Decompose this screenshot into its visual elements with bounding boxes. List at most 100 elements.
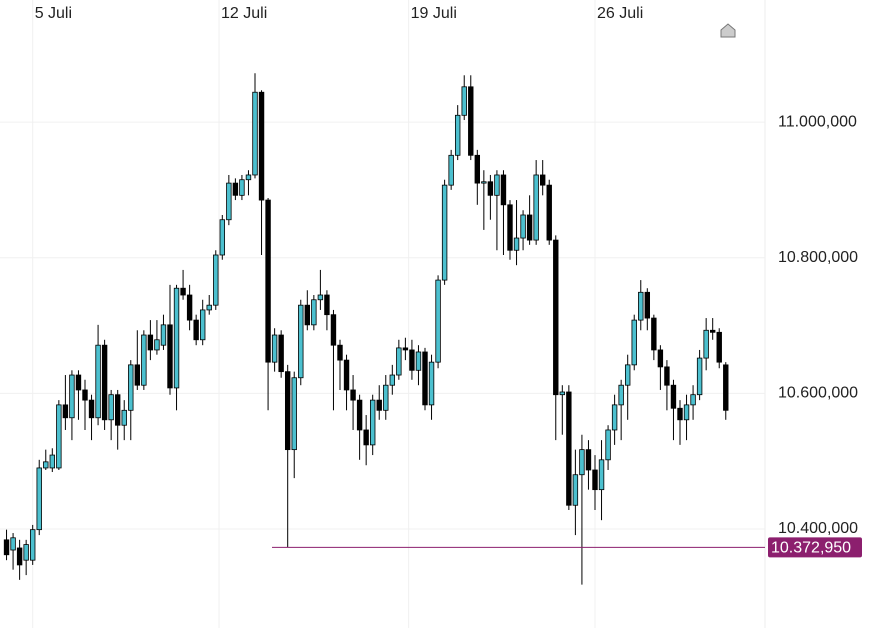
candle-body <box>369 399 376 446</box>
candle-body <box>677 407 683 421</box>
x-tick-label: 26 Juli <box>597 5 643 22</box>
candle-body <box>723 364 729 411</box>
candle-body <box>356 399 363 431</box>
candle-body <box>141 334 147 386</box>
y-tick-label: 10.400,000 <box>778 520 858 537</box>
candle-body <box>546 184 552 241</box>
candle-body <box>376 399 382 411</box>
candle-body <box>474 154 481 184</box>
candle-body <box>252 91 258 176</box>
candle-body <box>644 291 651 319</box>
candle-body <box>49 454 56 469</box>
candle-body <box>134 364 141 386</box>
candle-body <box>291 377 297 451</box>
candle-body <box>703 329 709 359</box>
candle-body <box>448 154 454 186</box>
x-tick-label: 5 Juli <box>35 5 72 22</box>
candle-body <box>82 389 88 401</box>
candle-body <box>173 287 180 389</box>
candle-body <box>180 287 186 296</box>
candle-body <box>36 467 42 531</box>
candle-body <box>572 474 579 506</box>
candle-body <box>539 174 546 186</box>
candle-body <box>62 404 69 419</box>
candle-body <box>487 181 494 196</box>
candle-body <box>526 214 533 241</box>
candle-body <box>147 334 154 351</box>
home-icon[interactable] <box>720 23 736 38</box>
candle-body <box>441 184 448 281</box>
price-label-box <box>768 537 862 558</box>
candle-body <box>278 334 284 373</box>
candle-body <box>271 334 278 363</box>
candle-body <box>553 239 559 396</box>
candle-body <box>696 357 703 396</box>
candle-body <box>605 429 611 461</box>
candle-body <box>716 331 722 363</box>
candle-body <box>324 294 330 316</box>
candle-body <box>311 299 317 326</box>
candle-body <box>284 371 291 451</box>
candle-body <box>330 314 337 346</box>
candle-body <box>409 349 415 371</box>
candle-body <box>226 182 232 221</box>
candle-body <box>343 359 350 391</box>
candle-body <box>23 544 29 561</box>
candle-body <box>709 329 716 333</box>
candle-body <box>389 374 396 386</box>
candle-body <box>579 449 585 476</box>
candle-body <box>468 86 474 156</box>
candle-body <box>507 204 513 251</box>
candle-body <box>494 174 500 196</box>
candle-body <box>559 391 566 396</box>
price-label: 10.372,950 <box>771 540 851 557</box>
candle-body <box>638 291 644 321</box>
candle-body <box>101 344 108 421</box>
candle-body <box>520 214 526 239</box>
candle-body <box>500 174 507 206</box>
candle-body <box>219 219 226 256</box>
candle-body <box>481 181 487 184</box>
candle-body <box>128 364 134 411</box>
candle-body <box>88 399 95 419</box>
candle-body <box>239 179 245 196</box>
candle-body <box>258 91 265 201</box>
candle-body <box>454 114 461 156</box>
candle-body <box>415 351 422 371</box>
candle-body <box>611 404 618 431</box>
candle-body <box>160 324 167 346</box>
candle-body <box>337 344 343 361</box>
candle-body <box>461 86 467 116</box>
candle-body <box>75 374 82 391</box>
candle-body <box>533 174 539 241</box>
candle-body <box>624 364 631 386</box>
candle-body <box>651 317 657 351</box>
candle-body <box>186 294 193 321</box>
x-tick-label: 12 Juli <box>221 5 267 22</box>
candle-body <box>29 529 36 561</box>
candle-body <box>435 279 441 363</box>
candle-body <box>95 344 101 419</box>
candle-body <box>108 394 114 421</box>
candle-body <box>154 339 160 351</box>
candle-body <box>598 459 605 491</box>
candle-body <box>114 394 121 426</box>
candle-body <box>56 404 62 469</box>
candle-body <box>213 254 219 306</box>
candle-body <box>206 304 212 311</box>
candle-body <box>670 384 677 409</box>
candle-body <box>43 461 49 469</box>
candle-body <box>428 361 435 406</box>
candle-body <box>585 449 592 471</box>
candle-body <box>690 394 696 406</box>
candle-body <box>3 539 10 556</box>
candle-body <box>513 237 520 251</box>
candle-body <box>10 537 16 551</box>
candle-body <box>396 347 402 376</box>
y-tick-label: 11.000,000 <box>778 113 857 130</box>
candle-body <box>121 409 127 426</box>
candle-body <box>298 304 304 379</box>
candle-body <box>566 391 572 506</box>
candle-body <box>304 304 311 326</box>
